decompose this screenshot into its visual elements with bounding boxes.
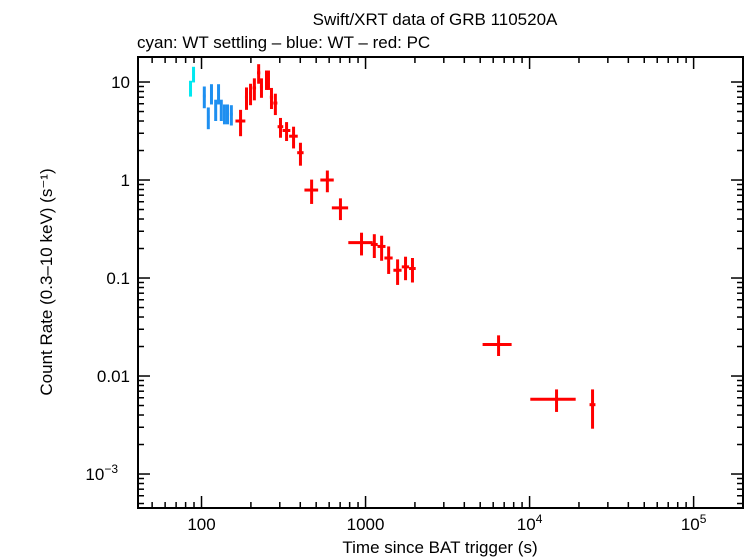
chart-title: Swift/XRT data of GRB 110520A [313,10,558,29]
data-point [530,389,576,412]
y-tick-label: 10 [111,73,130,92]
x-tick-label: 104 [517,512,543,534]
data-point [320,170,334,193]
y-tick-label: 1 [121,171,130,190]
data-point [206,107,210,130]
data-point [401,256,410,281]
data-point [289,126,298,149]
data-point [393,259,402,285]
y-axis-label: Count Rate (0.3–10 keV) (s⁻¹) [37,168,56,395]
data-point [331,198,349,221]
data-point [214,99,218,122]
y-tick-label: 0.1 [106,269,130,288]
data-point [244,87,248,110]
data-point [217,84,221,105]
data-point [252,78,257,101]
data-point [282,122,291,142]
data-point [209,84,213,105]
y-tick-label: 10−3 [85,462,118,484]
data-points [189,64,596,429]
data-point [192,66,196,83]
data-point [304,179,319,204]
data-point [384,246,393,274]
data-point [297,142,304,166]
data-point [482,335,512,357]
data-point [257,64,261,84]
axes: 100 1000 104 105 10−3 0.01 0.1 1 10 [85,57,744,534]
data-point [235,109,246,137]
x-tick-label: 100 [187,515,215,534]
data-point [277,117,284,138]
data-point [266,70,270,90]
data-point [377,235,386,261]
data-point [348,232,373,256]
data-point [370,234,378,259]
x-tick-label: 1000 [347,515,385,534]
data-point [222,104,226,125]
data-point [229,105,233,126]
data-point [249,83,253,106]
chart-subtitle: cyan: WT settling – blue: WT – red: PC [137,33,430,52]
data-point [225,104,229,125]
data-point [189,80,193,97]
data-point [219,99,223,122]
data-point [202,86,206,109]
y-tick-label: 0.01 [97,367,130,386]
data-point [273,93,278,116]
data-point [269,87,274,110]
plot-frame [137,56,744,509]
data-point [259,78,263,98]
x-tick-label: 105 [681,512,707,534]
x-axis-label: Time since BAT trigger (s) [342,538,537,557]
data-point [409,258,416,283]
data-point [589,389,596,429]
